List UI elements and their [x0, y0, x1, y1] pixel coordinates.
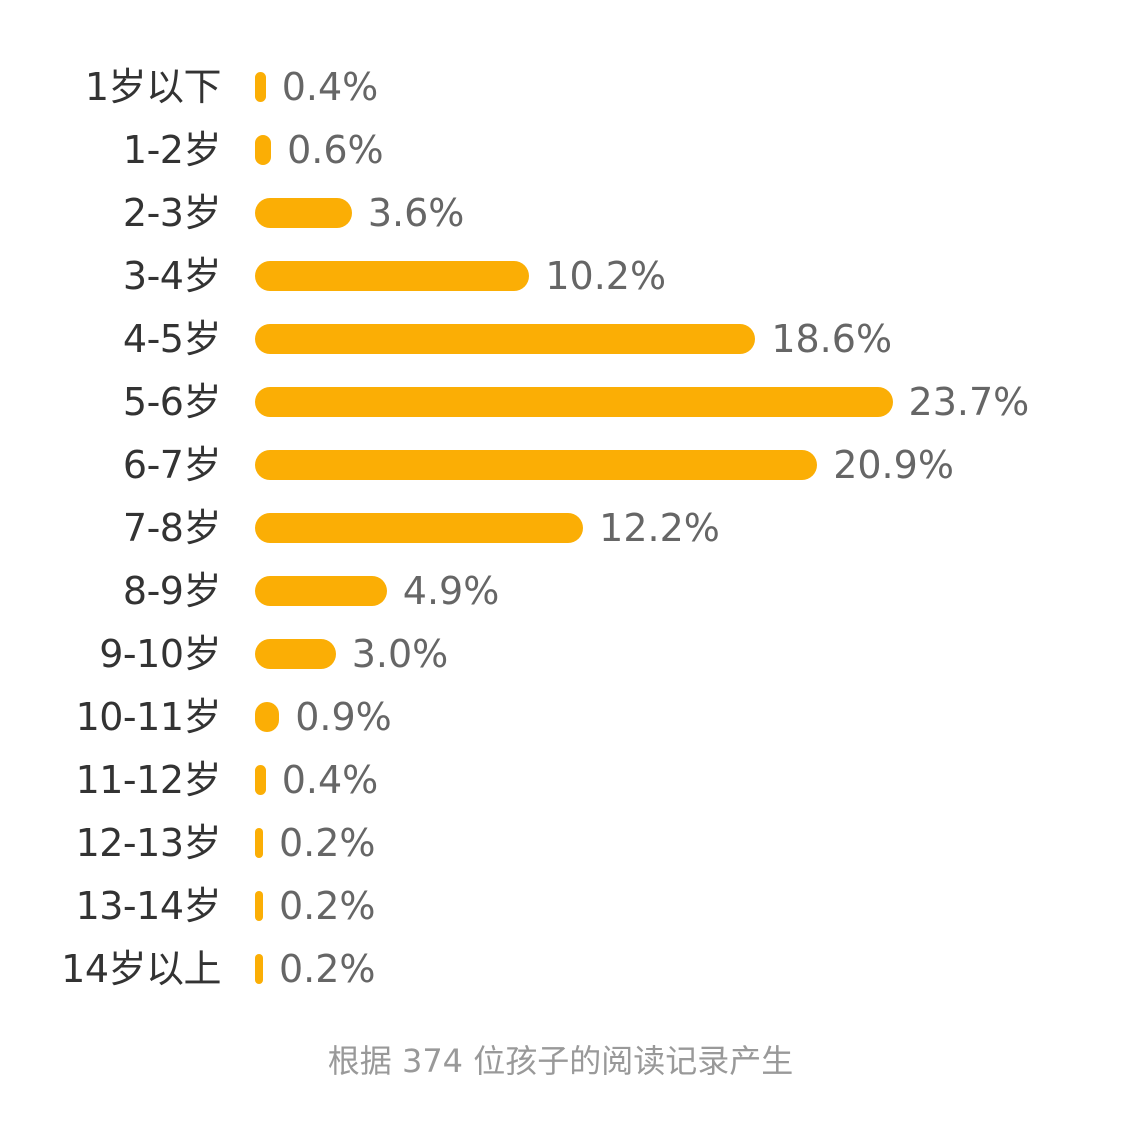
- category-label: 12-13岁: [75, 821, 222, 865]
- value-label: 0.4%: [281, 65, 379, 109]
- age-distribution-chart: 1岁以下 0.4% 1-2岁 0.6% 2-3岁 3.6% 3-4岁 10.2% 4-5岁 18.…: [0, 56, 1121, 1001]
- category-label: 5-6岁: [122, 380, 222, 424]
- value-label: 23.7%: [908, 380, 1030, 424]
- bar: [255, 198, 352, 228]
- bar: [255, 72, 266, 102]
- bar: [255, 324, 756, 354]
- category-label: 14岁以上: [61, 947, 221, 991]
- bar-row: 11-12岁 0.4%: [0, 749, 1121, 812]
- category-label: 1-2岁: [122, 128, 222, 172]
- bar-row: 4-5岁 18.6%: [0, 308, 1121, 371]
- value-label: 10.2%: [545, 254, 667, 298]
- value-label: 4.9%: [402, 569, 500, 613]
- bar-row: 10-11岁 0.9%: [0, 686, 1121, 749]
- value-label: 18.6%: [771, 317, 893, 361]
- category-label: 1岁以下: [84, 65, 222, 109]
- bar-row: 14岁以上 0.2%: [0, 938, 1121, 1001]
- bar: [255, 765, 266, 795]
- category-label: 13-14岁: [75, 884, 222, 928]
- category-label: 6-7岁: [122, 443, 222, 487]
- value-label: 0.4%: [281, 758, 379, 802]
- category-label: 7-8岁: [122, 506, 222, 550]
- bar: [255, 891, 263, 921]
- bar-row: 8-9岁 4.9%: [0, 560, 1121, 623]
- bar-row: 1-2岁 0.6%: [0, 119, 1121, 182]
- value-label: 0.2%: [279, 884, 376, 928]
- bar: [255, 576, 387, 606]
- category-label: 11-12岁: [75, 758, 222, 802]
- bar: [255, 450, 818, 480]
- bar: [255, 639, 336, 669]
- bar-row: 6-7岁 20.9%: [0, 434, 1121, 497]
- bar: [255, 135, 272, 165]
- bar: [255, 261, 530, 291]
- bar: [255, 513, 584, 543]
- bar-row: 9-10岁 3.0%: [0, 623, 1121, 686]
- bar: [255, 387, 893, 417]
- value-label: 0.2%: [279, 947, 376, 991]
- bar: [255, 954, 263, 984]
- category-label: 10-11岁: [75, 695, 222, 739]
- value-label: 0.9%: [295, 695, 392, 739]
- category-label: 3-4岁: [122, 254, 222, 298]
- category-label: 8-9岁: [122, 569, 222, 613]
- bar-row: 1岁以下 0.4%: [0, 56, 1121, 119]
- value-label: 0.2%: [279, 821, 376, 865]
- bar-row: 12-13岁 0.2%: [0, 812, 1121, 875]
- value-label: 0.6%: [287, 128, 384, 172]
- bar: [255, 702, 280, 732]
- bar: [255, 828, 263, 858]
- value-label: 3.0%: [351, 632, 449, 676]
- value-label: 12.2%: [599, 506, 720, 550]
- bar-row: 3-4岁 10.2%: [0, 245, 1121, 308]
- bar-row: 7-8岁 12.2%: [0, 497, 1121, 560]
- bar-row: 5-6岁 23.7%: [0, 371, 1121, 434]
- value-label: 3.6%: [367, 191, 465, 235]
- category-label: 2-3岁: [122, 191, 222, 235]
- value-label: 20.9%: [833, 443, 954, 487]
- bar-row: 2-3岁 3.6%: [0, 182, 1121, 245]
- chart-footnote: 根据 374 位孩子的阅读记录产生: [327, 1042, 794, 1080]
- bar-row: 13-14岁 0.2%: [0, 875, 1121, 938]
- category-label: 4-5岁: [122, 317, 222, 361]
- category-label: 9-10岁: [99, 632, 221, 676]
